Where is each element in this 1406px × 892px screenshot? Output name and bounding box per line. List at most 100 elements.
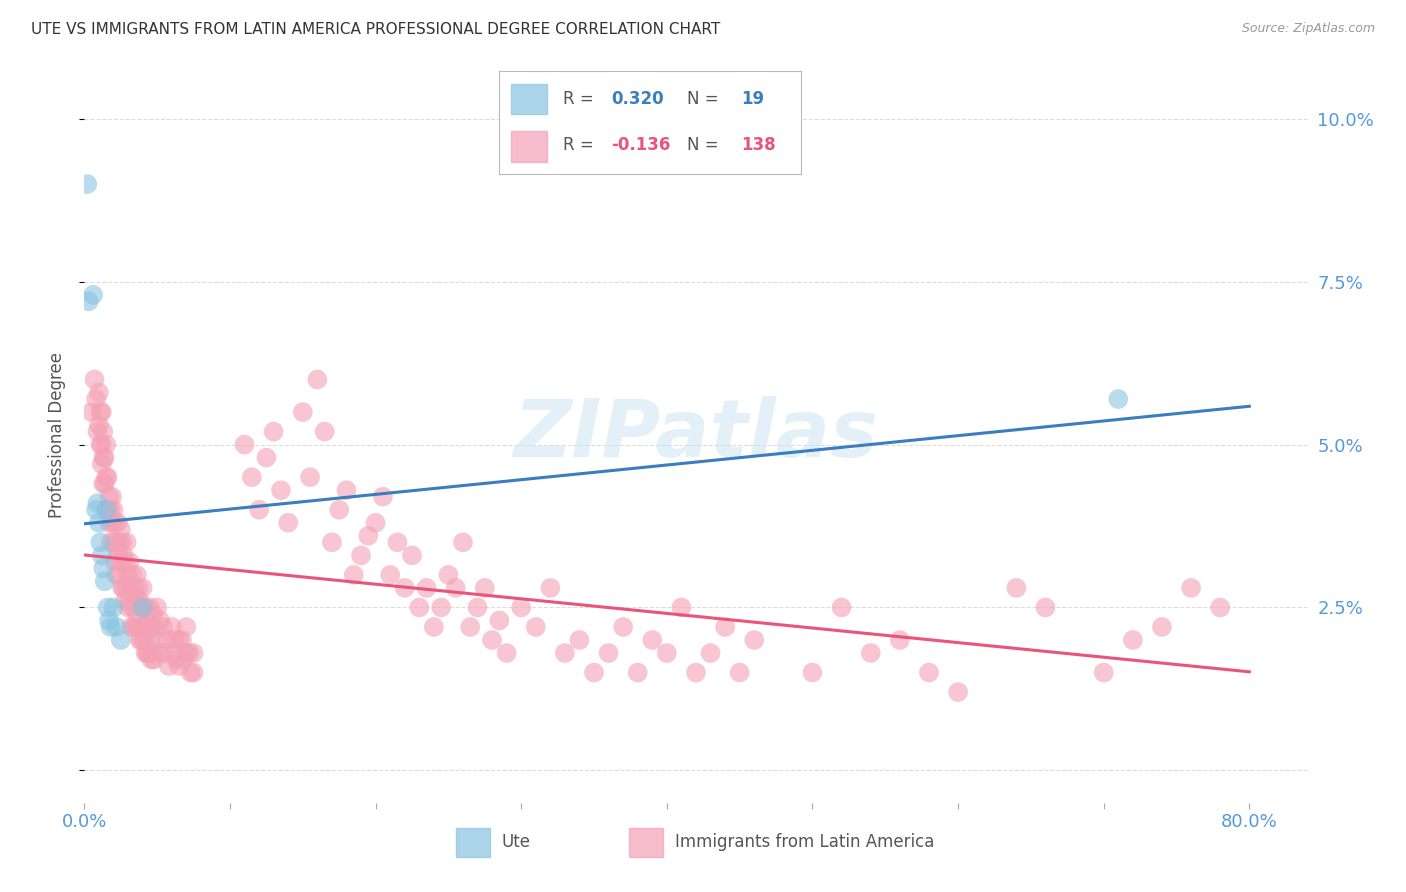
Point xyxy=(127,620,149,634)
Point xyxy=(172,652,194,666)
Point xyxy=(474,581,496,595)
Point xyxy=(685,665,707,680)
Point xyxy=(98,490,121,504)
Point xyxy=(121,600,143,615)
Point xyxy=(524,620,547,634)
Point xyxy=(104,516,127,530)
Point xyxy=(132,600,155,615)
Text: 0.320: 0.320 xyxy=(612,89,664,108)
Point xyxy=(568,632,591,647)
Point xyxy=(612,620,634,634)
Point xyxy=(174,620,197,634)
Point xyxy=(138,646,160,660)
Point xyxy=(96,437,118,451)
Point xyxy=(103,600,125,615)
Point xyxy=(946,685,969,699)
Point xyxy=(86,496,108,510)
Point xyxy=(110,522,132,536)
Point xyxy=(112,549,135,563)
Text: -0.136: -0.136 xyxy=(612,136,671,153)
Point xyxy=(90,405,112,419)
Point xyxy=(801,665,824,680)
Point xyxy=(136,646,159,660)
Point xyxy=(141,620,163,634)
Point xyxy=(97,470,120,484)
Point xyxy=(179,646,201,660)
Point xyxy=(87,385,110,400)
Bar xyxy=(512,84,547,114)
Point xyxy=(401,549,423,563)
Point xyxy=(77,294,100,309)
Point xyxy=(120,581,142,595)
Point xyxy=(80,405,103,419)
Text: 19: 19 xyxy=(741,89,763,108)
Point xyxy=(121,567,143,582)
Point xyxy=(111,581,134,595)
Bar xyxy=(512,131,547,161)
Point xyxy=(97,502,120,516)
Point xyxy=(583,665,606,680)
Point xyxy=(128,594,150,608)
Point xyxy=(89,437,111,451)
Point xyxy=(112,581,135,595)
Point xyxy=(699,646,721,660)
Point xyxy=(125,567,148,582)
Point xyxy=(495,646,517,660)
Point xyxy=(165,652,187,666)
Point xyxy=(96,502,118,516)
Point xyxy=(143,620,166,634)
Point xyxy=(93,574,115,589)
Point xyxy=(343,567,366,582)
Point xyxy=(714,620,737,634)
Text: 138: 138 xyxy=(741,136,776,153)
Point xyxy=(117,600,139,615)
Point xyxy=(82,288,104,302)
Point xyxy=(91,450,114,465)
Point xyxy=(157,659,180,673)
Point xyxy=(167,659,190,673)
Point xyxy=(152,620,174,634)
Point xyxy=(115,535,138,549)
Point xyxy=(371,490,394,504)
Text: UTE VS IMMIGRANTS FROM LATIN AMERICA PROFESSIONAL DEGREE CORRELATION CHART: UTE VS IMMIGRANTS FROM LATIN AMERICA PRO… xyxy=(31,22,720,37)
Point xyxy=(1150,620,1173,634)
Point xyxy=(328,502,350,516)
Point xyxy=(118,555,141,569)
Point xyxy=(598,646,620,660)
Point xyxy=(128,632,150,647)
Point xyxy=(162,646,184,660)
Point xyxy=(408,600,430,615)
Point xyxy=(97,600,120,615)
Point xyxy=(107,516,129,530)
Point xyxy=(100,620,122,634)
Point xyxy=(138,620,160,634)
Point xyxy=(153,646,176,660)
Point xyxy=(87,516,110,530)
Point xyxy=(437,567,460,582)
Point xyxy=(350,549,373,563)
Point xyxy=(91,561,114,575)
Point xyxy=(107,549,129,563)
Point xyxy=(124,620,146,634)
Point xyxy=(111,535,134,549)
Point xyxy=(84,502,107,516)
Point xyxy=(114,555,136,569)
Point xyxy=(90,437,112,451)
Point xyxy=(299,470,322,484)
Point xyxy=(132,632,155,647)
Point xyxy=(307,372,329,386)
Point xyxy=(131,581,153,595)
Point xyxy=(136,614,159,628)
Point xyxy=(321,535,343,549)
Point xyxy=(125,607,148,621)
Point xyxy=(510,600,533,615)
Point xyxy=(86,425,108,439)
Point xyxy=(122,620,145,634)
Point xyxy=(91,476,114,491)
Point xyxy=(117,567,139,582)
Text: N =: N = xyxy=(686,136,718,153)
Point xyxy=(1035,600,1057,615)
Point xyxy=(100,535,122,549)
Point xyxy=(127,581,149,595)
Point xyxy=(101,490,124,504)
